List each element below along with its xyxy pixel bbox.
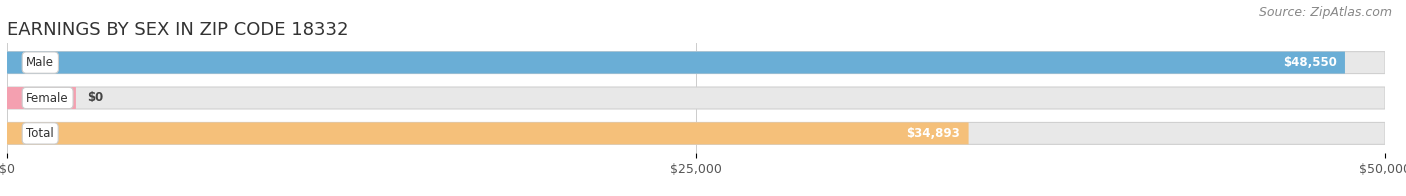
Text: $48,550: $48,550 bbox=[1282, 56, 1337, 69]
FancyBboxPatch shape bbox=[7, 87, 76, 109]
Text: $0: $0 bbox=[87, 92, 103, 104]
Text: $34,893: $34,893 bbox=[907, 127, 960, 140]
FancyBboxPatch shape bbox=[7, 52, 1346, 74]
Text: EARNINGS BY SEX IN ZIP CODE 18332: EARNINGS BY SEX IN ZIP CODE 18332 bbox=[7, 21, 349, 39]
FancyBboxPatch shape bbox=[7, 52, 1385, 74]
FancyBboxPatch shape bbox=[7, 122, 969, 144]
Text: Female: Female bbox=[27, 92, 69, 104]
Text: Source: ZipAtlas.com: Source: ZipAtlas.com bbox=[1258, 6, 1392, 19]
Text: Total: Total bbox=[27, 127, 53, 140]
FancyBboxPatch shape bbox=[7, 122, 1385, 144]
Text: Male: Male bbox=[27, 56, 55, 69]
FancyBboxPatch shape bbox=[7, 87, 1385, 109]
